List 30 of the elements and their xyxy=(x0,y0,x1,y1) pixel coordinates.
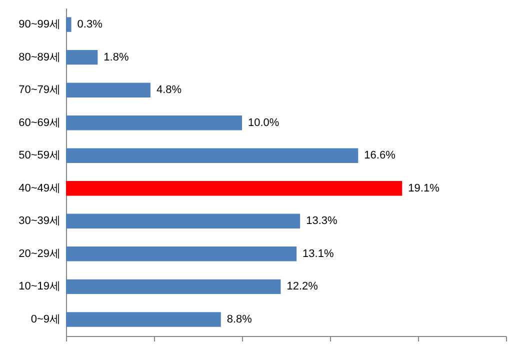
data-label: 13.1% xyxy=(302,248,334,260)
data-label: 8.8% xyxy=(226,313,252,326)
bar xyxy=(66,82,150,98)
y-tick-label: 20~29세 xyxy=(18,248,60,260)
y-tick-label: 0~9세 xyxy=(30,313,60,326)
y-tick-label: 70~79세 xyxy=(18,84,60,96)
data-label: 0.3% xyxy=(77,18,103,31)
data-label: 1.8% xyxy=(104,51,129,64)
bar xyxy=(66,246,297,262)
data-label: 13.3% xyxy=(306,215,338,228)
data-label: 4.8% xyxy=(156,84,182,96)
bar xyxy=(66,115,242,130)
y-tick-label: 90~99세 xyxy=(18,18,60,31)
y-tick-label: 80~89세 xyxy=(18,51,60,64)
y-tick-label: 60~69세 xyxy=(18,116,60,129)
data-label: 12.2% xyxy=(286,280,318,293)
data-label: 10.0% xyxy=(248,116,280,129)
y-tick-label: 10~19세 xyxy=(18,280,60,293)
data-label: 16.6% xyxy=(364,150,396,162)
y-tick-label: 50~59세 xyxy=(18,150,60,162)
bar xyxy=(66,148,358,163)
bar xyxy=(66,181,402,196)
bar xyxy=(66,279,281,294)
bar xyxy=(66,17,72,32)
y-tick-label: 30~39세 xyxy=(18,215,60,228)
bar xyxy=(66,312,221,327)
bar xyxy=(66,50,98,65)
y-tick-label: 40~49세 xyxy=(18,182,60,194)
data-label: 19.1% xyxy=(408,182,440,194)
bar xyxy=(66,214,300,229)
